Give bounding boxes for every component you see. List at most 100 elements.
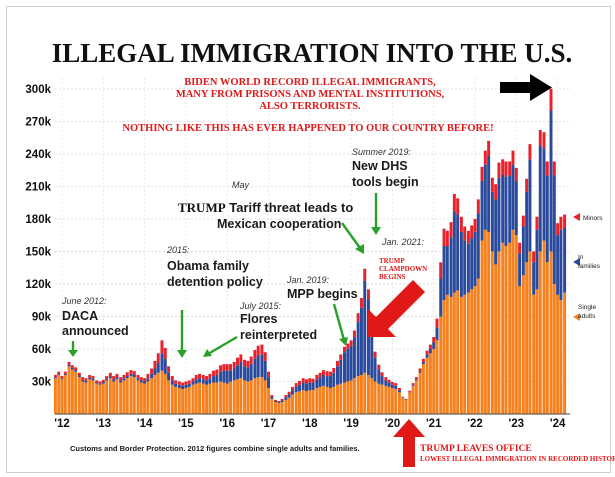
bar-segment [132,377,136,414]
bar-segment [387,386,391,414]
bar-segment [490,191,494,252]
bar-segment [177,384,181,388]
bar-segment [280,402,284,414]
bar-segment [308,378,312,383]
bar-segment [108,378,112,414]
bar-segment [88,374,92,378]
legend-families-label-2: families [578,263,601,270]
bar-segment [232,380,236,414]
bar-segment [125,376,129,379]
bar-segment [418,371,422,373]
bar-segment [352,378,356,414]
bar-segment [490,177,494,192]
flores-label-1: Flores [240,312,278,326]
bar-segment [294,392,298,414]
bar-segment [119,377,123,381]
bar-segment [456,214,460,291]
bar-segment [542,148,546,241]
bar-segment [201,383,205,414]
bar-segment [225,364,229,371]
bar-segment [119,382,123,414]
bar-segment [428,348,432,354]
bar-segment [542,240,546,414]
bar-segment [435,327,439,341]
bar-segment [442,246,446,301]
bar-segment [246,367,250,382]
bar-segment [563,227,567,293]
bar-segment [198,382,202,414]
bar-segment [456,290,460,414]
bar-segment [408,391,412,393]
bar-segment [359,298,363,308]
bar-segment [95,383,99,414]
obama-date: 2015: [166,245,190,255]
bar-segment [77,377,81,414]
bar-segment [435,340,439,414]
bar-segment [366,374,370,414]
bar-segment [70,367,74,370]
bar-segment [346,381,350,414]
bar-segment [384,377,388,381]
bar-segment [70,365,74,368]
bar-segment [511,164,515,230]
bar-segment [521,226,525,276]
bar-segment [305,391,308,414]
bar-segment [545,161,549,176]
bar-segment [518,253,522,287]
tariff-text: Tariff threat leads to [226,200,354,215]
bar-segment [397,390,401,393]
bars [53,88,570,415]
bar-segment [177,387,181,414]
bar-segment [311,390,315,414]
source-note: Customs and Border Protection. 2012 figu… [70,444,360,453]
bar-segment [356,313,360,322]
bar-segment [270,396,274,399]
bar-segment [511,229,515,414]
bar-segment [549,251,553,414]
bar-segment [53,377,57,379]
bar-segment [418,368,422,372]
bar-segment [253,350,257,359]
bar-segment [404,399,408,414]
bar-segment [394,383,398,386]
bar-segment [346,348,350,382]
bar-segment [421,361,425,365]
bar-segment [305,383,308,392]
bar-segment [194,379,198,384]
black-arrow-icon [500,74,552,101]
bar-segment [153,374,157,414]
bar-segment [343,352,346,383]
bar-segment [339,354,343,360]
bar-segment [91,376,95,379]
bar-segment [232,361,236,369]
bar-segment [356,376,360,414]
y-tick-label: 270k [25,116,51,128]
bar-segment [404,398,408,400]
bar-segment [219,381,223,414]
bar-segment [442,300,446,414]
bar-segment [181,389,185,414]
bar-segment [174,380,178,384]
bar-segment [298,384,301,392]
bar-segment [470,238,474,290]
bar-segment [377,383,381,414]
bar-segment [363,372,367,414]
bar-segment [270,398,274,414]
bar-segment [160,340,164,354]
mpp-label: MPP begins [287,287,358,301]
bar-segment [466,292,470,414]
bar-segment [321,385,325,414]
bar-segment [212,376,216,383]
bar-segment [352,330,356,338]
lowest-immigration: LOWEST ILLEGAL IMMIGRATION IN RECORDED H… [420,455,615,463]
bar-segment [387,382,391,387]
bar-segment [112,379,116,382]
bar-segment [201,374,205,380]
bar-segment [156,363,160,373]
bar-segment [294,386,298,393]
bar-segment [101,379,105,383]
bar-segment [77,372,81,376]
y-tick-label: 150k [25,246,51,258]
bar-segment [535,289,539,414]
bar-segment [445,246,449,295]
